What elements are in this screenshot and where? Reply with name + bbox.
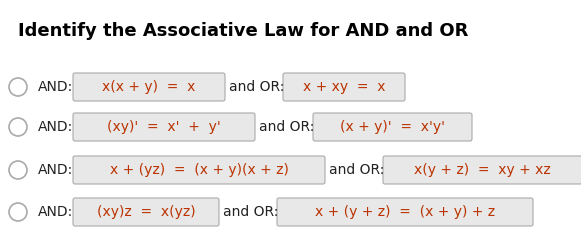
Text: AND:: AND: (38, 120, 73, 134)
Text: x + (y + z)  =  (x + y) + z: x + (y + z) = (x + y) + z (315, 205, 495, 219)
Text: x + (yz)  =  (x + y)(x + z): x + (yz) = (x + y)(x + z) (110, 163, 288, 177)
Text: and OR:: and OR: (229, 80, 284, 94)
FancyBboxPatch shape (277, 198, 533, 226)
Text: AND:: AND: (38, 80, 73, 94)
Text: x(y + z)  =  xy + xz: x(y + z) = xy + xz (414, 163, 551, 177)
FancyBboxPatch shape (383, 156, 581, 184)
FancyBboxPatch shape (283, 73, 405, 101)
FancyBboxPatch shape (313, 113, 472, 141)
Text: and OR:: and OR: (259, 120, 314, 134)
Text: (xy)'  =  x'  +  y': (xy)' = x' + y' (107, 120, 221, 134)
Text: and OR:: and OR: (223, 205, 278, 219)
FancyBboxPatch shape (73, 198, 219, 226)
FancyBboxPatch shape (73, 73, 225, 101)
Text: (x + y)'  =  x'y': (x + y)' = x'y' (340, 120, 445, 134)
Text: x(x + y)  =  x: x(x + y) = x (102, 80, 196, 94)
Text: (xy)z  =  x(yz): (xy)z = x(yz) (96, 205, 195, 219)
Text: and OR:: and OR: (329, 163, 385, 177)
Text: x + xy  =  x: x + xy = x (303, 80, 385, 94)
Text: AND:: AND: (38, 163, 73, 177)
FancyBboxPatch shape (73, 113, 255, 141)
Text: AND:: AND: (38, 205, 73, 219)
FancyBboxPatch shape (73, 156, 325, 184)
Text: Identify the Associative Law for AND and OR: Identify the Associative Law for AND and… (18, 22, 468, 40)
